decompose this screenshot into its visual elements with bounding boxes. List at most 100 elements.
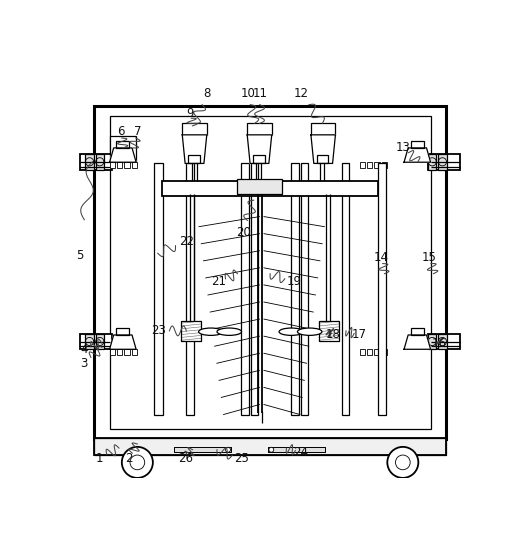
Bar: [411, 327, 424, 335]
Bar: [124, 162, 130, 169]
Bar: [189, 155, 200, 164]
Bar: [187, 164, 194, 415]
Text: 9: 9: [187, 107, 194, 120]
Text: 24: 24: [293, 446, 308, 459]
Bar: [438, 334, 446, 349]
Bar: [317, 155, 328, 164]
Bar: [110, 162, 115, 169]
Bar: [117, 349, 122, 356]
Bar: [251, 164, 258, 415]
Bar: [319, 321, 339, 341]
Bar: [94, 438, 446, 455]
Bar: [181, 321, 201, 341]
Text: 12: 12: [293, 87, 308, 100]
Bar: [94, 106, 446, 439]
Bar: [241, 164, 249, 415]
Bar: [117, 162, 122, 169]
Polygon shape: [110, 335, 136, 349]
Polygon shape: [182, 135, 207, 164]
Bar: [162, 180, 378, 196]
Text: 16: 16: [432, 337, 447, 350]
Bar: [428, 154, 436, 170]
Bar: [154, 164, 163, 415]
Polygon shape: [110, 148, 136, 162]
Bar: [367, 349, 372, 356]
Bar: [319, 321, 339, 341]
Bar: [110, 117, 431, 429]
Text: 8: 8: [203, 87, 210, 100]
Bar: [174, 447, 231, 452]
Bar: [374, 162, 379, 169]
Bar: [377, 164, 386, 415]
Circle shape: [269, 447, 274, 452]
Text: 19: 19: [286, 275, 301, 288]
Bar: [85, 154, 94, 170]
Bar: [182, 124, 207, 135]
Bar: [94, 438, 446, 455]
Text: 7: 7: [134, 126, 141, 139]
Bar: [116, 140, 129, 148]
Bar: [247, 124, 272, 135]
Bar: [374, 349, 379, 356]
Text: 1: 1: [95, 452, 103, 465]
Ellipse shape: [199, 328, 223, 335]
Bar: [268, 447, 325, 452]
Bar: [359, 349, 365, 356]
Bar: [181, 321, 201, 341]
Bar: [174, 447, 231, 452]
Bar: [359, 162, 365, 169]
Bar: [80, 334, 112, 349]
Text: 11: 11: [252, 87, 267, 100]
Bar: [132, 162, 137, 169]
Bar: [96, 334, 104, 349]
Bar: [311, 124, 335, 135]
Text: 17: 17: [352, 328, 367, 341]
Polygon shape: [247, 135, 272, 164]
Bar: [110, 349, 115, 356]
Text: 26: 26: [178, 452, 193, 465]
Circle shape: [226, 447, 230, 452]
Polygon shape: [404, 335, 431, 349]
Text: 5: 5: [76, 249, 83, 262]
Circle shape: [395, 455, 410, 470]
Text: 18: 18: [326, 328, 341, 341]
Bar: [80, 154, 112, 170]
Bar: [382, 349, 387, 356]
Bar: [301, 164, 308, 415]
Ellipse shape: [279, 328, 304, 335]
Circle shape: [130, 455, 145, 470]
Text: 4: 4: [81, 343, 88, 356]
Text: 23: 23: [152, 325, 167, 337]
Text: 6: 6: [118, 126, 125, 139]
Bar: [367, 162, 372, 169]
Bar: [428, 154, 460, 170]
Circle shape: [387, 447, 418, 478]
Bar: [132, 349, 137, 356]
Circle shape: [122, 447, 153, 478]
Bar: [341, 164, 349, 415]
Ellipse shape: [297, 328, 322, 335]
Text: 15: 15: [422, 251, 437, 264]
Bar: [428, 334, 436, 349]
Bar: [110, 136, 136, 162]
Bar: [428, 334, 460, 349]
Bar: [382, 162, 387, 169]
Bar: [291, 164, 299, 415]
Text: 22: 22: [179, 235, 194, 248]
Bar: [253, 155, 265, 164]
Bar: [237, 178, 282, 194]
Polygon shape: [311, 135, 336, 164]
Bar: [438, 154, 446, 170]
Bar: [85, 334, 94, 349]
Bar: [124, 349, 130, 356]
Bar: [268, 447, 325, 452]
Ellipse shape: [217, 328, 241, 335]
Bar: [411, 140, 424, 148]
Polygon shape: [404, 148, 431, 162]
Text: 13: 13: [395, 140, 410, 153]
Text: 14: 14: [374, 251, 389, 264]
Text: 21: 21: [211, 275, 226, 288]
Text: 10: 10: [240, 87, 255, 100]
Text: 2: 2: [125, 452, 133, 465]
Bar: [96, 154, 104, 170]
